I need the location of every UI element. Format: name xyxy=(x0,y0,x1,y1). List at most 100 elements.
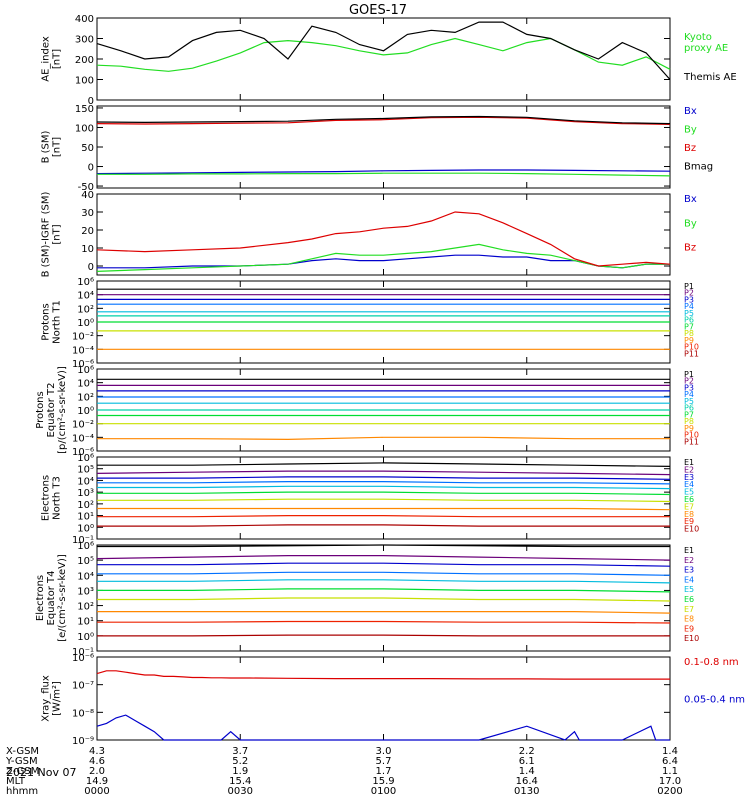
panel-frame xyxy=(96,456,671,540)
legend-label: Bz xyxy=(684,243,696,254)
x-axis-value: 14.9 xyxy=(86,776,108,787)
y-axis-label: Protons Equator T2 [p/(cm²-s-sr-keV)] xyxy=(35,366,68,454)
panel-frame xyxy=(96,17,671,101)
y-axis-label-line: Protons xyxy=(41,303,52,340)
y-tick-label: 10⁴ xyxy=(77,291,94,302)
y-tick-label: -50 xyxy=(78,182,94,193)
y-tick-label: 40 xyxy=(81,190,94,201)
legend-label: P4 xyxy=(684,302,694,311)
y-tick-label: 10² xyxy=(77,500,94,511)
legend-label: E6 xyxy=(684,495,694,504)
y-tick-label: 10⁻¹ xyxy=(72,535,94,546)
x-axis-row-label: X-GSM xyxy=(6,746,39,757)
y-tick-label: 100 xyxy=(75,123,94,134)
x-axis-value: 1.4 xyxy=(519,766,535,777)
series-line-E1 xyxy=(97,544,670,548)
legend-label: Kyoto xyxy=(684,32,712,43)
y-tick-label: 10⁰ xyxy=(77,632,94,643)
y-tick-label: 0 xyxy=(88,262,94,273)
x-axis-value: 1.4 xyxy=(662,746,678,757)
y-tick-label: 0 xyxy=(88,96,94,107)
y-tick-label: 10⁵ xyxy=(77,465,94,476)
series-line-Bz xyxy=(96,211,671,267)
series-line-E2 xyxy=(96,554,671,561)
legend-label: Bx xyxy=(684,194,697,205)
series-line-E6 xyxy=(97,588,671,593)
legend-label: E5 xyxy=(684,585,694,594)
y-tick-label: 10⁻² xyxy=(72,332,94,343)
series-line-E5 xyxy=(97,485,671,490)
panel-protons_t2: 10⁻⁶ 10⁻⁴ 10⁻² 10⁰ 10² 10⁴ 10⁶ Protons Equator T… xyxy=(35,365,699,458)
y-tick-label: 10⁻⁸ xyxy=(72,708,94,719)
x-axis-row-label: hhmm xyxy=(6,786,38,797)
y-axis-label-line: Equator T2 xyxy=(46,383,57,438)
legend-label: P8 xyxy=(684,329,694,338)
legend-label: E3 xyxy=(684,566,694,575)
x-axis-value: 2.0 xyxy=(89,766,105,777)
legend-label: P10 xyxy=(684,343,699,352)
y-tick-label: 20 xyxy=(81,226,94,237)
y-axis-label-line: Equator T4 xyxy=(46,571,57,626)
legend-label: E8 xyxy=(684,510,694,519)
y-tick-label: 10 xyxy=(81,244,94,255)
y-axis-label-line: Protons xyxy=(35,391,46,428)
panel-frame xyxy=(96,656,671,741)
legend-label: P11 xyxy=(684,437,699,446)
y-axis-label-line: [e/(cm²-s-sr-keV)] xyxy=(57,554,68,642)
x-axis-row-label: Z-GSM xyxy=(6,766,39,777)
y-axis-label: Xray_flux [W/m²] xyxy=(41,675,63,722)
legend-label: E2 xyxy=(684,556,694,565)
x-axis-value: 5.7 xyxy=(376,756,392,767)
date-label: 2021 Nov 07 xyxy=(6,766,76,779)
y-tick-label: 10³ xyxy=(77,586,94,597)
legend-label: E10 xyxy=(684,634,699,643)
legend-label: P2 xyxy=(684,377,694,386)
series-line-0.05-0.4 nm xyxy=(96,714,670,741)
legend-label: E8 xyxy=(684,615,694,624)
legend-label: E5 xyxy=(684,488,694,497)
y-tick-label: 10⁻⁹ xyxy=(72,736,94,747)
y-axis-label-line: [nT] xyxy=(52,49,63,69)
legend-label: P3 xyxy=(684,295,694,304)
series-line-E7 xyxy=(97,498,671,503)
legend-label: P7 xyxy=(684,410,694,419)
y-axis-label: Protons North T1 xyxy=(41,300,63,344)
legend-label: P2 xyxy=(684,289,694,298)
legend-label: E2 xyxy=(684,465,694,474)
y-tick-label: 10⁵ xyxy=(77,556,94,567)
x-axis-value: 3.0 xyxy=(376,746,392,757)
panel-xray: 10⁻⁹ 10⁻⁸ 10⁻⁷ 10⁻⁶ Xray_flux [W/m²] 0.1-0.8 n… xyxy=(41,653,746,747)
legend-label: E7 xyxy=(684,502,694,511)
y-axis-label: B (SM)-IGRF (SM) [nT] xyxy=(41,192,63,278)
y-tick-label: 10⁰ xyxy=(77,523,94,534)
series-line-Bx xyxy=(96,169,671,175)
x-axis-value: 1.7 xyxy=(376,766,392,777)
x-axis-value: 5.2 xyxy=(232,756,248,767)
y-axis-label: B (SM) [nT] xyxy=(41,130,63,163)
series-line-Kyoto proxy AE xyxy=(96,37,671,72)
x-axis-value: 16.4 xyxy=(516,776,538,787)
y-tick-label: 10⁶ xyxy=(77,277,94,288)
y-tick-label: 10⁻⁴ xyxy=(72,433,94,444)
series-line-E6 xyxy=(97,491,671,496)
y-tick-label: 100 xyxy=(75,76,94,87)
y-tick-label: 10⁻⁶ xyxy=(72,447,94,458)
series-line-E4 xyxy=(97,571,671,576)
legend-label: P6 xyxy=(684,316,694,325)
y-axis-label-line: Xray_flux xyxy=(41,675,52,722)
y-tick-label: 10⁴ xyxy=(77,476,94,487)
y-tick-label: 10⁴ xyxy=(77,571,94,582)
legend-label: 0.1-0.8 nm xyxy=(684,657,739,668)
legend-label: E7 xyxy=(684,605,694,614)
y-axis-label-line: B (SM)-IGRF (SM) xyxy=(41,192,52,278)
y-axis-label-line: North T3 xyxy=(52,476,63,520)
series-line-By xyxy=(97,172,671,177)
series-line-E10 xyxy=(97,634,670,637)
legend-label: Themis AE xyxy=(683,72,737,83)
y-axis-label-line: [nT] xyxy=(52,224,63,244)
y-axis-label-line: B (SM) xyxy=(41,130,52,163)
x-axis-value: 0130 xyxy=(514,786,539,797)
